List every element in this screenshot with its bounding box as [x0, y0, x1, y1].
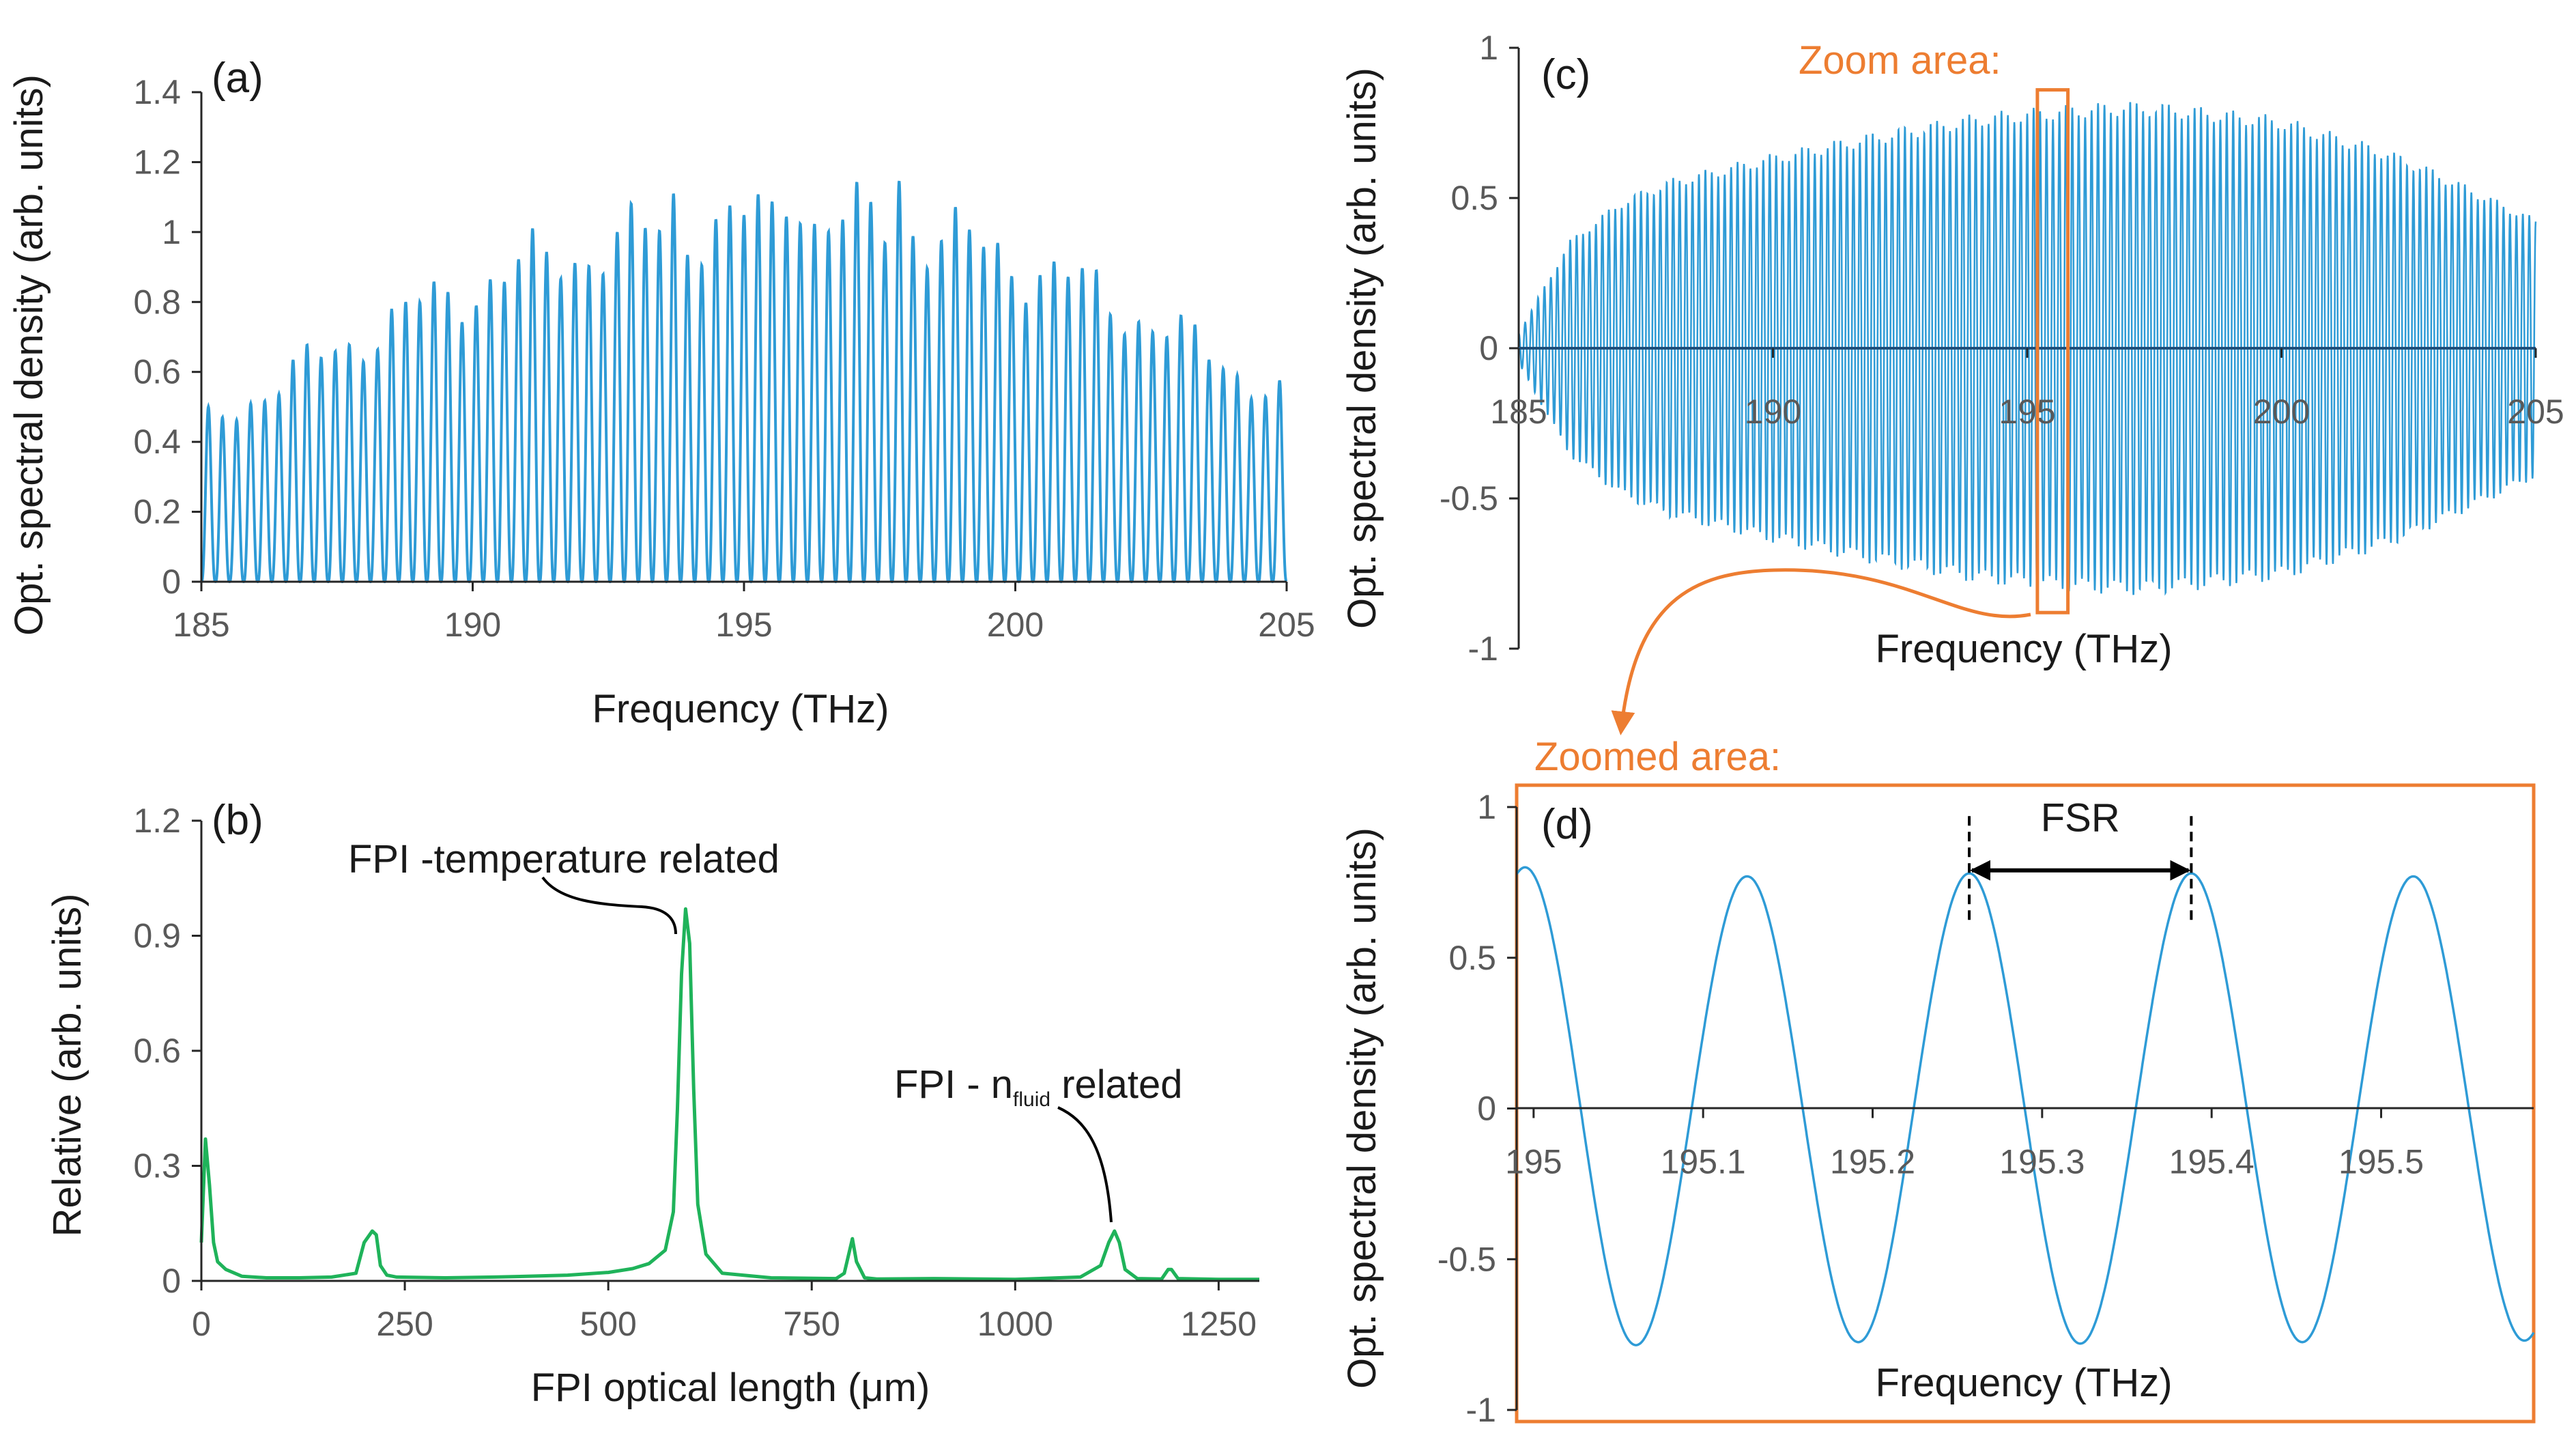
panel-d-label: (d) [1541, 801, 1593, 848]
panel-b-x-tick-label: 250 [376, 1305, 433, 1343]
panel-a-y-tick-label: 1.4 [133, 73, 181, 111]
panel-d-y-tick-label: 0 [1477, 1090, 1496, 1128]
panel-d-series-line [1515, 866, 2535, 1346]
panel-c-y-label: Opt. spectral density (arb. units) [1340, 68, 1384, 629]
panel-a-y-tick-label: 0.8 [133, 283, 181, 321]
panel-a-y-tick-label: 1 [162, 213, 181, 251]
panel-b-y-tick-label: 0.3 [133, 1147, 181, 1185]
panel-b-plot [199, 907, 1259, 1282]
panel-b-y-tick-label: 1.2 [133, 802, 181, 840]
panel-c-x-tick-label: 185 [1490, 393, 1547, 431]
panel-b-x-tick-label: 1250 [1181, 1305, 1257, 1343]
zoom-connector-arrow [1611, 568, 2031, 735]
panel-a: 0 0.2 0.4 0.6 0.8 1 1.2 1.4 185 190 195 200 205 (a)… [7, 55, 1315, 731]
panel-c-x-label: Frequency (THz) [1875, 627, 2172, 671]
panel-d-plot [1515, 866, 2535, 1346]
panel-b-y-ticks: 0 0.3 0.6 0.9 1.2 [133, 802, 201, 1300]
panel-d-x-ticks: 195 195.1 195.2 195.3 195.4 195.5 [1505, 1108, 2424, 1181]
panel-d-y-tick-label: -1 [1466, 1391, 1496, 1429]
panel-b-x-ticks: 0 250 500 750 1000 1250 [192, 1281, 1257, 1343]
panel-a-label: (a) [212, 55, 263, 102]
panel-a-x-ticks: 185 190 195 200 205 [173, 582, 1315, 644]
panel-d-x-tick-label: 195.4 [2169, 1143, 2255, 1181]
panel-b-x-tick-label: 0 [192, 1305, 211, 1343]
panel-b-x-tick-label: 500 [579, 1305, 636, 1343]
panel-c-x-ticks: 185 190 195 200 205 [1490, 348, 2564, 431]
panel-b-x-tick-label: 750 [784, 1305, 840, 1343]
panel-c-zoom-title: Zoom area: [1799, 38, 2001, 83]
panel-a-y-tick-label: 0.6 [133, 353, 181, 391]
panel-c-x-tick-label: 195 [1999, 393, 2055, 431]
panel-a-x-tick-label: 200 [987, 606, 1044, 644]
panel-d-y-tick-label: -0.5 [1437, 1240, 1496, 1278]
panel-b-annotation-1: FPI -temperature related [348, 837, 779, 881]
panel-c-y-tick-label: 0.5 [1450, 179, 1498, 217]
panel-d-fsr-marker: FSR [1968, 795, 2193, 922]
panel-a-y-tick-label: 0.4 [133, 423, 181, 461]
panel-d-x-tick-label: 195 [1505, 1143, 1562, 1181]
panel-b-y-tick-label: 0 [162, 1262, 181, 1300]
panel-a-y-label: Opt. spectral density (arb. units) [7, 74, 51, 636]
panel-d-x-tick-label: 195.3 [1999, 1143, 2085, 1181]
panel-b: 0 0.3 0.6 0.9 1.2 0 250 500 750 1000 1250 (b) FPI… [45, 797, 1259, 1410]
panel-b-y-tick-label: 0.9 [133, 917, 181, 955]
panel-a-x-tick-label: 205 [1258, 606, 1315, 644]
panel-b-y-label: Relative (arb. units) [45, 894, 89, 1237]
panel-b-series-line [199, 907, 1259, 1282]
panel-b-label: (b) [212, 797, 263, 844]
panel-c-zoom-box [2035, 88, 2070, 615]
panel-a-x-tick-label: 185 [173, 606, 229, 644]
fsr-label: FSR [2041, 795, 2120, 840]
panel-c-series-line [1518, 102, 2537, 596]
panel-c-x-tick-label: 190 [1745, 393, 1801, 431]
panel-a-x-tick-label: 190 [444, 606, 501, 644]
panel-c: -1 -0.5 0 0.5 1 185 190 195 200 205 Zoom area: (… [1340, 29, 2564, 735]
panel-d: Zoomed area: -1-0.500.51 195 195.1 195.2 19… [1340, 735, 2536, 1429]
panel-d-x-label: Frequency (THz) [1875, 1361, 2172, 1405]
panel-c-y-tick-label: -0.5 [1440, 479, 1498, 518]
panel-b-annotation-2-leader [1057, 1106, 1113, 1223]
panel-c-y-tick-label: 0 [1479, 329, 1498, 367]
panel-a-y-ticks: 0 0.2 0.4 0.6 0.8 1 1.2 1.4 [133, 73, 201, 601]
panel-a-series-line [200, 180, 1288, 584]
panel-b-annotation-1-leader [541, 876, 677, 935]
panel-d-x-tick-label: 195.2 [1830, 1143, 1915, 1181]
panel-d-x-tick-label: 195.5 [2338, 1143, 2424, 1181]
panel-d-x-tick-label: 195.1 [1661, 1143, 1746, 1181]
panel-b-annotation-2: FPI - nfluid related [894, 1062, 1183, 1111]
panel-a-x-label: Frequency (THz) [592, 687, 889, 731]
panel-c-y-tick-label: 1 [1479, 29, 1498, 67]
panel-a-plot [200, 180, 1288, 584]
panel-c-plot [1518, 102, 2537, 596]
panel-d-y-label: Opt. spectral density (arb. units) [1340, 828, 1384, 1389]
panel-b-y-tick-label: 0.6 [133, 1032, 181, 1070]
panel-d-y-ticks: -1 -0.5 0 0.5 1 [1437, 788, 1517, 1429]
panel-c-y-ticks: -1 -0.5 0 0.5 1 [1440, 29, 1519, 668]
panel-c-x-tick-label: 205 [2507, 393, 2564, 431]
panel-a-y-tick-label: 0.2 [133, 493, 181, 531]
panel-a-y-tick-label: 0 [162, 563, 181, 601]
panel-d-y-tick-label: 0.5 [1448, 939, 1496, 977]
panel-b-x-tick-label: 1000 [977, 1305, 1053, 1343]
panel-a-x-tick-label: 195 [715, 606, 772, 644]
panel-c-x-tick-label: 200 [2253, 393, 2310, 431]
panel-d-zoom-title: Zoomed area: [1534, 735, 1781, 779]
panel-c-y-tick-label: -1 [1468, 630, 1498, 668]
panel-b-x-label: FPI optical length (μm) [531, 1366, 930, 1410]
panel-c-label: (c) [1541, 51, 1590, 98]
panel-d-y-tick-label: 1 [1477, 788, 1496, 826]
panel-a-y-tick-label: 1.2 [133, 143, 181, 181]
